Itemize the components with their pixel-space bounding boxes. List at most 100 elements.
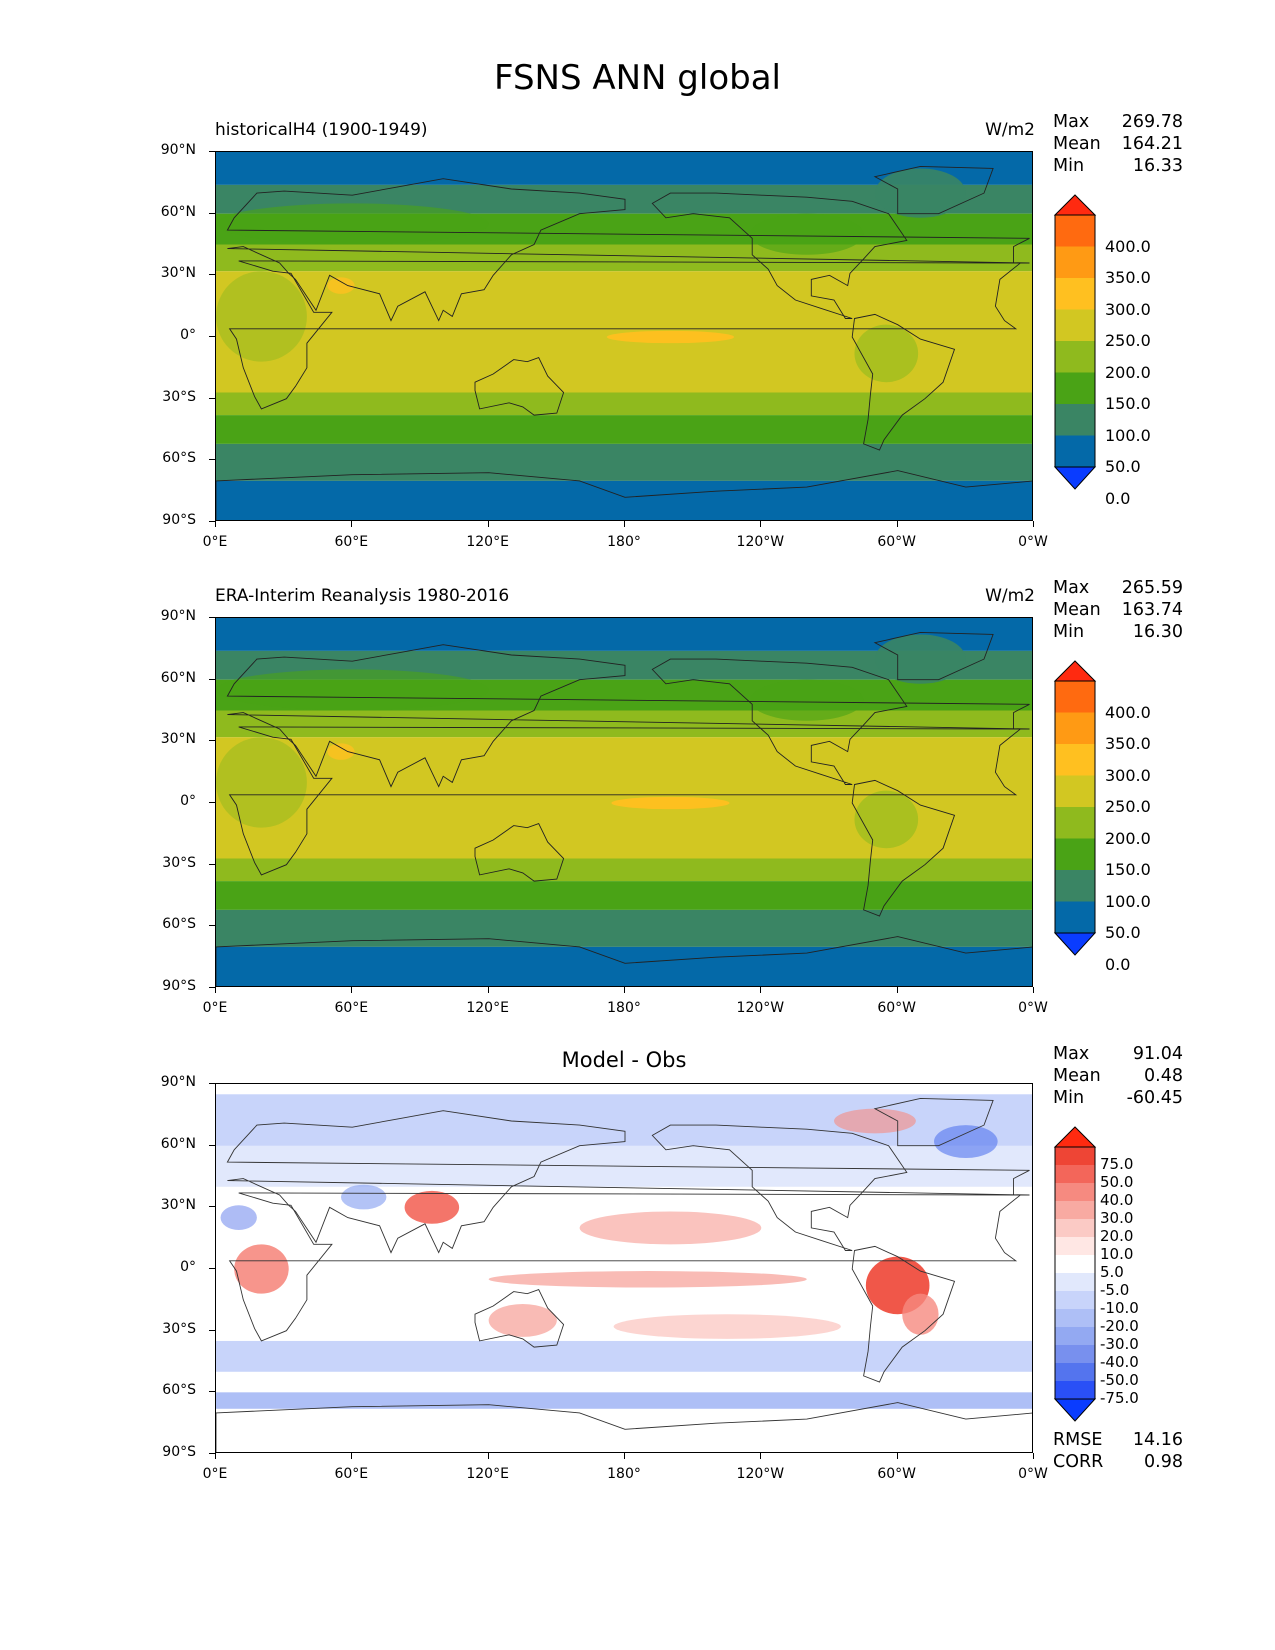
colorbar-segment [1055, 309, 1095, 342]
x-tick-mark [624, 1453, 625, 1459]
coastline [873, 1097, 994, 1147]
stats-box: Max 265.59 Mean 163.74 Min 16.30 [1053, 577, 1183, 643]
rmse-label: RMSE [1053, 1430, 1103, 1450]
coastline [474, 357, 565, 416]
x-tick-label: 0°W [1018, 1466, 1048, 1482]
colorbar-tick-label: 40.0 [1100, 1191, 1134, 1209]
y-tick-mark [209, 1268, 215, 1269]
panel-diff: Model - Obs Max 91.04 Mean 0.48 Min -60.45 … [0, 1044, 1275, 1497]
colorbar-outline [1054, 1146, 1096, 1400]
colorbar-segment [1055, 435, 1095, 468]
colorbar-tick-label: 75.0 [1100, 1155, 1134, 1173]
contour-region [611, 796, 730, 810]
x-tick-label: 60°E [334, 534, 369, 550]
y-tick-label: 30°S [162, 854, 196, 871]
panel-title: historicalH4 (1900-1949) [215, 120, 428, 140]
colorbar-segment [1055, 246, 1095, 279]
x-tick-mark [351, 1453, 353, 1459]
max-label: Max [1053, 112, 1090, 132]
contour-band [216, 858, 1032, 882]
corr-value: 0.98 [1144, 1452, 1183, 1472]
colorbar-segment [1055, 870, 1095, 902]
panel-model: historicalH4 (1900-1949) W/m2 Max 269.78 … [0, 112, 1275, 565]
colorbar-segment [1055, 1147, 1095, 1166]
x-tick-mark [487, 987, 489, 993]
colorbar-segment [1055, 278, 1095, 310]
colorbar-segment [1055, 372, 1095, 405]
units-label: W/m2 [985, 120, 1035, 140]
y-tick-label: 90°N [160, 142, 196, 158]
colorbar-tick-label: 200.0 [1105, 362, 1151, 382]
y-tick-mark [209, 987, 215, 988]
y-tick-mark [209, 678, 215, 680]
coastline [226, 1110, 1030, 1254]
colorbar-extend-top [1053, 194, 1097, 216]
colorbar [1053, 1126, 1097, 1422]
x-tick-label: 180° [607, 1466, 641, 1482]
contour-region [874, 168, 966, 218]
contour-region [216, 271, 307, 362]
y-tick-label: 0° [180, 793, 196, 809]
stats-box: Max 269.78 Mean 164.21 Min 16.33 [1053, 111, 1183, 177]
y-tick-label: 60°S [162, 450, 196, 467]
y-tick-label: 0° [180, 1259, 196, 1275]
y-tick-label: 90°N [160, 1074, 196, 1090]
colorbar-segment [1055, 744, 1095, 776]
y-tick-mark [209, 925, 215, 927]
colorbar-segment [1055, 1273, 1095, 1292]
y-tick-mark [209, 1453, 215, 1454]
contour-region [404, 1190, 460, 1224]
colorbar-extend-top [1053, 660, 1097, 682]
contour-region [613, 1314, 841, 1339]
contour-band [216, 392, 1032, 416]
contour-region [749, 213, 864, 255]
mean-value: 0.48 [1144, 1066, 1183, 1086]
contour-region [340, 1184, 387, 1210]
x-tick-label: 120°E [466, 534, 509, 550]
coastline [228, 726, 1022, 876]
colorbar-tick-label: 300.0 [1105, 299, 1151, 319]
colorbar-tick-label: 100.0 [1105, 425, 1151, 445]
x-tick-mark [351, 521, 353, 527]
mean-label: Mean [1053, 134, 1101, 154]
colorbar-segment [1055, 775, 1095, 808]
colorbar-tick-label: 350.0 [1105, 734, 1151, 753]
y-tick-mark [209, 1083, 215, 1084]
contour-region [327, 277, 355, 294]
contour-region [216, 203, 489, 245]
max-label: Max [1053, 578, 1090, 598]
coastline [873, 631, 994, 681]
colorbar-tick-label: 400.0 [1105, 702, 1151, 722]
x-tick-label: 60°W [877, 1000, 916, 1016]
x-tick-label: 0°W [1018, 534, 1048, 550]
y-tick-mark [209, 1206, 215, 1208]
y-tick-label: 30°N [160, 1197, 196, 1214]
x-tick-label: 120°E [466, 1466, 509, 1482]
x-tick-mark [1033, 521, 1034, 527]
colorbar-extend-bottom [1053, 1398, 1097, 1422]
contour-region [854, 324, 919, 383]
x-tick-mark [487, 1453, 489, 1459]
colorbar [1053, 660, 1097, 956]
colorbar-tick-label: 350.0 [1105, 268, 1151, 287]
colorbar-segment [1055, 404, 1095, 436]
y-tick-mark [209, 617, 215, 618]
x-tick-mark [487, 521, 489, 527]
coastline [873, 165, 994, 215]
x-tick-mark [215, 521, 216, 527]
x-tick-mark [896, 987, 898, 993]
coastline [851, 1245, 956, 1383]
x-tick-label: 0°W [1018, 1000, 1048, 1016]
coastline [216, 1402, 1032, 1452]
panel-obs: ERA-Interim Reanalysis 1980-2016 W/m2 Ma… [0, 578, 1275, 1031]
max-value: 269.78 [1121, 112, 1183, 132]
units-label: W/m2 [985, 586, 1035, 606]
contour-band [216, 1340, 1032, 1372]
colorbar-segment [1055, 712, 1095, 745]
y-tick-mark [209, 212, 215, 214]
x-tick-mark [351, 987, 353, 993]
colorbar-tick-label: -20.0 [1100, 1317, 1139, 1335]
contour-band [216, 1392, 1032, 1409]
colorbar-segment [1055, 1183, 1095, 1202]
y-tick-label: 90°N [160, 608, 196, 624]
